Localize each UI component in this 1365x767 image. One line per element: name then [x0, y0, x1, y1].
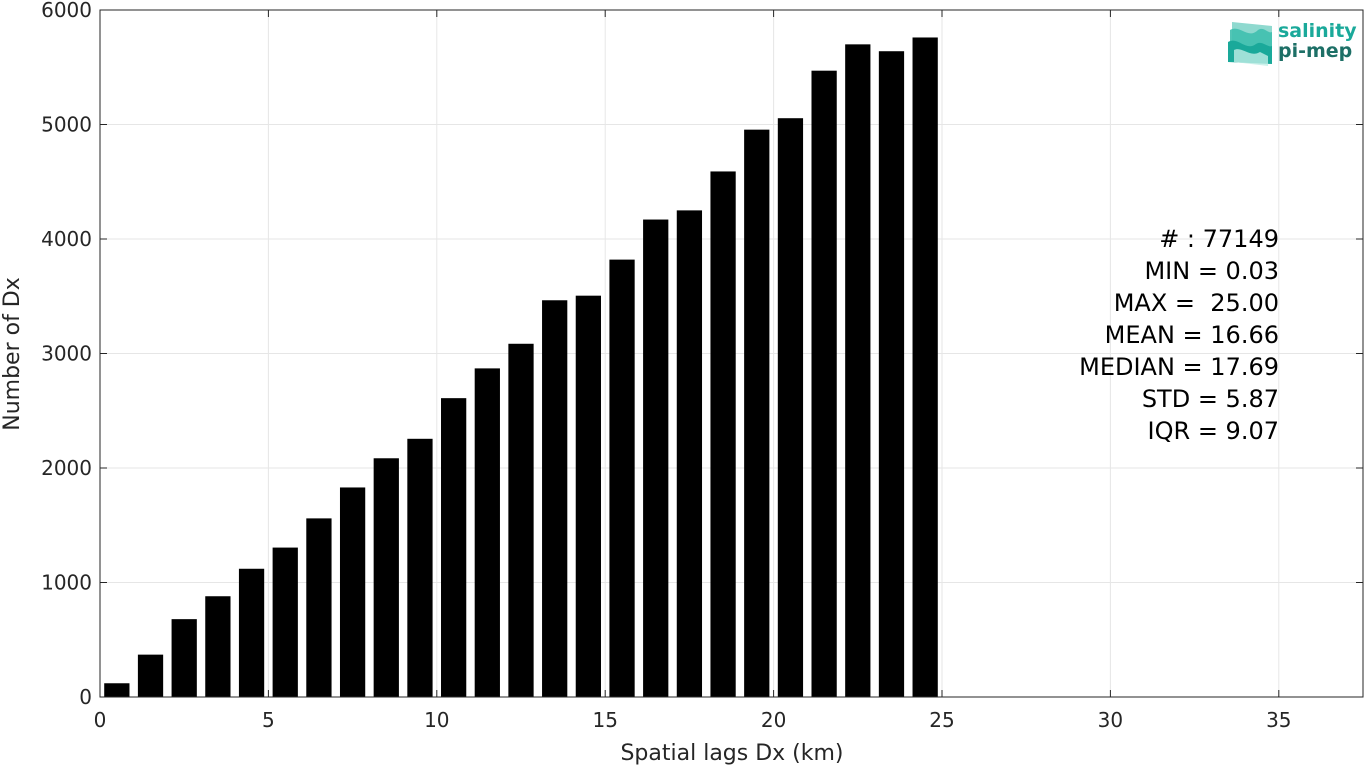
histogram-bar [676, 210, 703, 697]
histogram-bar [104, 683, 130, 697]
histogram-bar [171, 619, 197, 697]
logo-text-salinity: salinity [1278, 20, 1357, 42]
stat-min: MIN = 0.03 [1144, 257, 1279, 285]
x-tick-label: 0 [94, 708, 107, 732]
statistics-box: # : 77149 MIN = 0.03 MAX = 25.00 MEAN = … [1079, 225, 1279, 445]
histogram-bar [777, 118, 804, 697]
y-tick-label: 5000 [41, 113, 92, 137]
logo-text-pi-mep: pi-mep [1278, 40, 1352, 62]
y-tick-label: 0 [79, 685, 92, 709]
y-tick-label: 6000 [41, 0, 92, 22]
y-tick-label: 4000 [41, 227, 92, 251]
histogram-bar [744, 129, 770, 698]
salinity-pi-mep-logo: salinity pi-mep [1228, 20, 1357, 66]
stat-std: STD = 5.87 [1142, 385, 1279, 413]
y-tick-label: 1000 [41, 571, 92, 595]
x-tick-label: 35 [1266, 708, 1291, 732]
histogram-bar [878, 51, 905, 698]
x-tick-label: 5 [262, 708, 275, 732]
histogram-bar [508, 343, 534, 697]
bar-series [104, 37, 938, 698]
histogram-bar [306, 518, 332, 697]
histogram-bar [272, 547, 298, 697]
histogram-bar [441, 398, 467, 697]
axes [99, 9, 1364, 698]
histogram-bar [407, 438, 433, 697]
x-tick-label: 20 [761, 708, 786, 732]
y-tick-label: 3000 [41, 342, 92, 366]
stat-mean: MEAN = 16.66 [1105, 321, 1279, 349]
histogram-bar [912, 37, 938, 698]
y-tick-labels: 0 1000 2000 3000 4000 5000 6000 [41, 0, 92, 709]
x-tick-label: 15 [592, 708, 617, 732]
histogram-bar [205, 596, 231, 697]
histogram-bar [575, 295, 601, 697]
histogram-bar [811, 70, 837, 697]
histogram-bar [710, 171, 736, 697]
x-tick-label: 10 [424, 708, 449, 732]
histogram-bar [373, 458, 399, 697]
histogram-bar [609, 259, 635, 697]
y-axis-title: Number of Dx [0, 277, 25, 431]
x-axis-title: Spatial lags Dx (km) [620, 741, 843, 766]
stat-count: # : 77149 [1159, 225, 1279, 253]
x-tick-labels: 0 5 10 15 20 25 30 35 [94, 708, 1292, 732]
histogram-bar [845, 44, 871, 698]
stat-iqr: IQR = 9.07 [1148, 417, 1279, 445]
histogram-bar [542, 300, 568, 697]
histogram-bar [339, 487, 366, 697]
stat-median: MEDIAN = 17.69 [1079, 353, 1279, 381]
histogram-bar [643, 219, 669, 697]
x-tick-label: 25 [929, 708, 954, 732]
wave-logo-icon [1228, 22, 1272, 66]
histogram-bar [474, 368, 500, 697]
histogram-bar [137, 654, 164, 697]
x-tick-label: 30 [1098, 708, 1123, 732]
y-tick-label: 2000 [41, 456, 92, 480]
stat-max: MAX = 25.00 [1114, 289, 1279, 317]
histogram-bar [238, 568, 265, 697]
